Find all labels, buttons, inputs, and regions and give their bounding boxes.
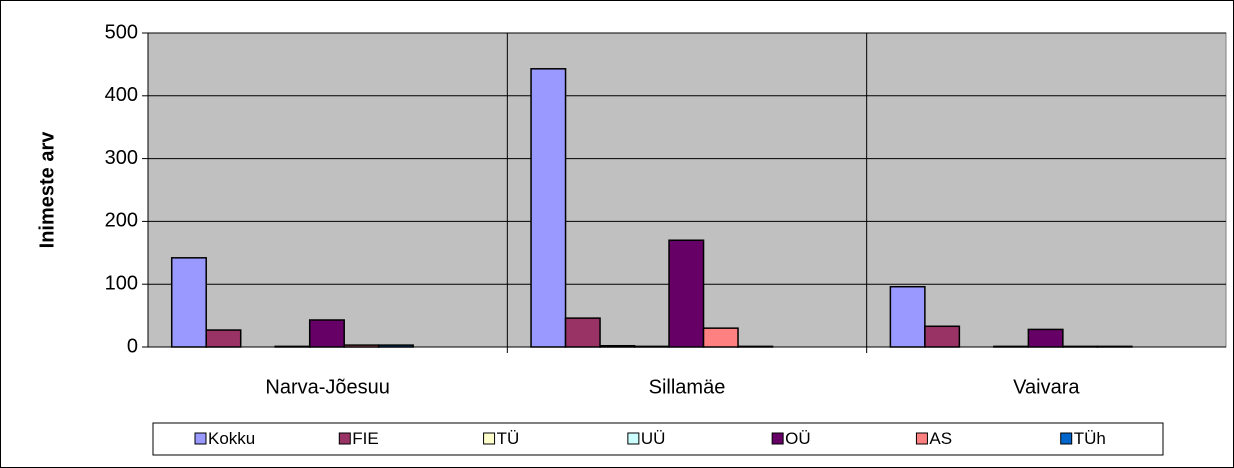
- bar: [702, 327, 739, 348]
- legend-swatch: [915, 432, 928, 445]
- bar: [170, 257, 207, 348]
- legend-swatch: [627, 432, 640, 445]
- bar: [668, 239, 705, 348]
- legend-label: AS: [929, 429, 952, 448]
- bar: [564, 317, 601, 348]
- legend-label: OÜ: [785, 429, 811, 448]
- y-tick-label: 400: [105, 84, 138, 106]
- legend-label: UÜ: [641, 429, 666, 448]
- legend-swatch: [1060, 432, 1073, 445]
- legend-swatch: [483, 432, 496, 445]
- y-tick-label: 200: [105, 210, 138, 232]
- legend-label: TÜh: [1074, 429, 1106, 448]
- y-axis-label: Inimeste arv: [36, 131, 58, 249]
- legend-swatch: [338, 432, 351, 445]
- legend-label: TÜ: [497, 429, 520, 448]
- y-tick-label: 0: [127, 335, 138, 357]
- y-tick-label: 500: [105, 21, 138, 43]
- bar: [205, 329, 242, 348]
- legend: [152, 422, 1164, 456]
- y-tick-label: 300: [105, 147, 138, 169]
- bar: [924, 325, 961, 348]
- legend-swatch: [194, 432, 207, 445]
- legend-label: FIE: [352, 429, 378, 448]
- bar: [889, 285, 926, 348]
- bar: [530, 68, 567, 348]
- bar: [1027, 328, 1064, 348]
- legend-swatch: [771, 432, 784, 445]
- y-tick-label: 100: [105, 272, 138, 294]
- x-tick-label: Vaivara: [1013, 376, 1080, 398]
- x-tick-label: Sillamäe: [649, 376, 726, 398]
- bar: [308, 319, 345, 348]
- x-tick-label: Narva-Jõesuu: [265, 376, 390, 398]
- legend-label: Kokku: [208, 429, 255, 448]
